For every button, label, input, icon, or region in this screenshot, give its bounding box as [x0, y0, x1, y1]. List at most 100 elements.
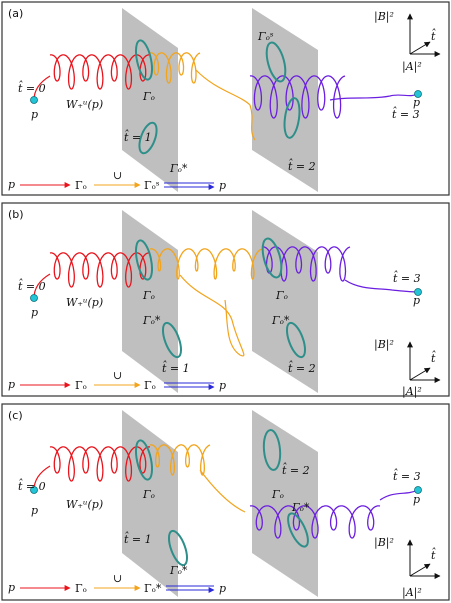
t0-label: t̂ = 0: [18, 81, 46, 95]
p-label-right: p: [413, 493, 420, 506]
axis-t-label: t̂: [431, 351, 436, 365]
gamma-star-label: Γₒ*: [169, 162, 188, 175]
t3-label: t̂ = 3: [393, 271, 421, 285]
panel-frame: [1, 403, 450, 601]
legend-g2: Γₒˢ: [144, 179, 160, 192]
section-plane-2: [252, 8, 318, 192]
t0-label: t̂ = 0: [18, 279, 46, 293]
legend-g2: Γₒ: [144, 379, 156, 392]
axis-t-label: t̂: [431, 548, 436, 562]
saddle-point-right: [414, 90, 422, 98]
saddle-point-left: [30, 486, 38, 494]
cycle-gamma-o-2: [261, 237, 283, 279]
legend: p Γₒ ∪ Γₒˢ p: [8, 169, 226, 192]
purple-helix: [249, 505, 381, 539]
axis-b-label: |B|²: [374, 536, 394, 550]
red-helix-curve: [49, 446, 151, 482]
p-label-right: p: [413, 294, 420, 307]
gamma-star2-label: Γₒ*: [291, 501, 310, 514]
legend-cup: ∪: [113, 169, 122, 182]
manifold-label: W₊ᵘ(p): [66, 98, 103, 111]
manifold-label: W₊ᵘ(p): [66, 498, 103, 511]
orange-helix-curve: [149, 248, 263, 280]
legend-cup: ∪: [113, 369, 122, 382]
cycle-gamma-o: [134, 39, 154, 81]
p-label-left: p: [31, 504, 38, 517]
gamma-star2-label: Γₒ*: [271, 314, 290, 327]
axis-t-label: t̂: [431, 29, 436, 43]
purple-helix-curve: [249, 75, 346, 119]
legend-g1: Γₒ: [75, 379, 87, 392]
legend-g1: Γₒ: [75, 582, 87, 595]
t3-label: t̂ = 3: [393, 469, 421, 483]
panel-a: (a) t̂ = 0 p W₊ᵘ(p) Γₒ t̂ = 1 Γₒ* Γₒˢ t̂…: [1, 1, 450, 196]
t2-label: t̂ = 2: [282, 463, 310, 477]
t2-label: t̂ = 2: [288, 159, 316, 173]
gamma-o-label: Γₒ: [142, 289, 155, 302]
red-helix-curve: [49, 54, 151, 90]
saddle-point-right: [414, 486, 422, 494]
panel-label: (a): [8, 7, 23, 20]
orange-helix-curve: [149, 444, 211, 476]
panel-label: (c): [8, 409, 23, 422]
orange-bridge: [199, 469, 246, 513]
t3-label: t̂ = 3: [392, 107, 420, 121]
legend: p Γₒ ∪ Γₒ p: [8, 369, 226, 392]
cycle-gamma-o-2: [262, 429, 282, 471]
section-plane-2: [252, 410, 318, 597]
gamma-star-label: Γₒ*: [142, 314, 161, 327]
orange-helix: [149, 444, 211, 476]
cycle-gamma-star: [161, 321, 183, 359]
orange-helix-curve: [149, 52, 201, 84]
red-helix-curve: [49, 252, 151, 288]
t0-label: t̂ = 0: [18, 479, 46, 493]
saddle-point-left: [30, 294, 38, 302]
p-label-right: p: [413, 96, 420, 109]
axes-indicator: |B|² t̂ |A|²: [374, 338, 441, 399]
orange-bridge: [195, 69, 256, 141]
p-label-left: p: [31, 306, 38, 319]
panel-frame: [1, 1, 450, 196]
legend-g2: Γₒ*: [144, 582, 162, 595]
legend-p-end: p: [219, 582, 226, 595]
axes-indicator: |B|² t̂ |A|²: [374, 10, 441, 74]
legend-p: p: [8, 178, 15, 191]
axis-a-label: |A|²: [402, 385, 422, 399]
cycle-gamma-star: [138, 121, 158, 155]
saddle-point-right: [414, 288, 422, 296]
axis-b-label: |B|²: [374, 10, 394, 24]
purple-tail: [344, 279, 419, 293]
legend-p: p: [8, 378, 15, 391]
panel-b: (b) t̂ = 0 p W₊ᵘ(p) Γₒ Γₒ* t̂ = 1 Γₒ Γₒ*…: [1, 202, 450, 399]
gamma-s-label: Γₒˢ: [257, 30, 274, 43]
orange-helix: [149, 248, 263, 280]
saddle-point-left: [30, 96, 38, 104]
red-helix: [49, 252, 151, 288]
gamma-star-label: Γₒ*: [169, 564, 188, 577]
legend-p-end: p: [219, 379, 226, 392]
gamma-o2-label: Γₒ: [275, 289, 288, 302]
cycle-gamma-star-2: [285, 321, 307, 359]
t1-label: t̂ = 1: [124, 532, 152, 546]
cycle-gamma-o: [134, 439, 154, 481]
panel-c: (c) t̂ = 0 p W₊ᵘ(p) Γₒ t̂ = 1 Γₒ* t̂ = 2…: [1, 403, 450, 601]
gamma-o-label: Γₒ: [142, 90, 155, 103]
t1-label: t̂ = 1: [124, 130, 152, 144]
legend-cup: ∪: [113, 572, 122, 585]
t2-label: t̂ = 2: [288, 361, 316, 375]
cycle-gamma-s-2: [283, 97, 301, 139]
t1-label: t̂ = 1: [162, 361, 190, 375]
legend: p Γₒ ∪ Γₒ* p: [8, 572, 226, 595]
orange-helix: [149, 52, 201, 84]
axis-b-label: |B|²: [374, 338, 394, 352]
section-plane-2: [252, 210, 318, 393]
purple-tail: [329, 93, 419, 101]
cycle-gamma-star-2: [287, 512, 309, 548]
p-label-left: p: [31, 108, 38, 121]
axis-a-label: |A|²: [402, 586, 422, 600]
cycle-gamma-o: [134, 239, 154, 281]
orange-bridge: [179, 274, 245, 357]
red-helix: [49, 54, 151, 90]
panel-label: (b): [8, 208, 24, 221]
